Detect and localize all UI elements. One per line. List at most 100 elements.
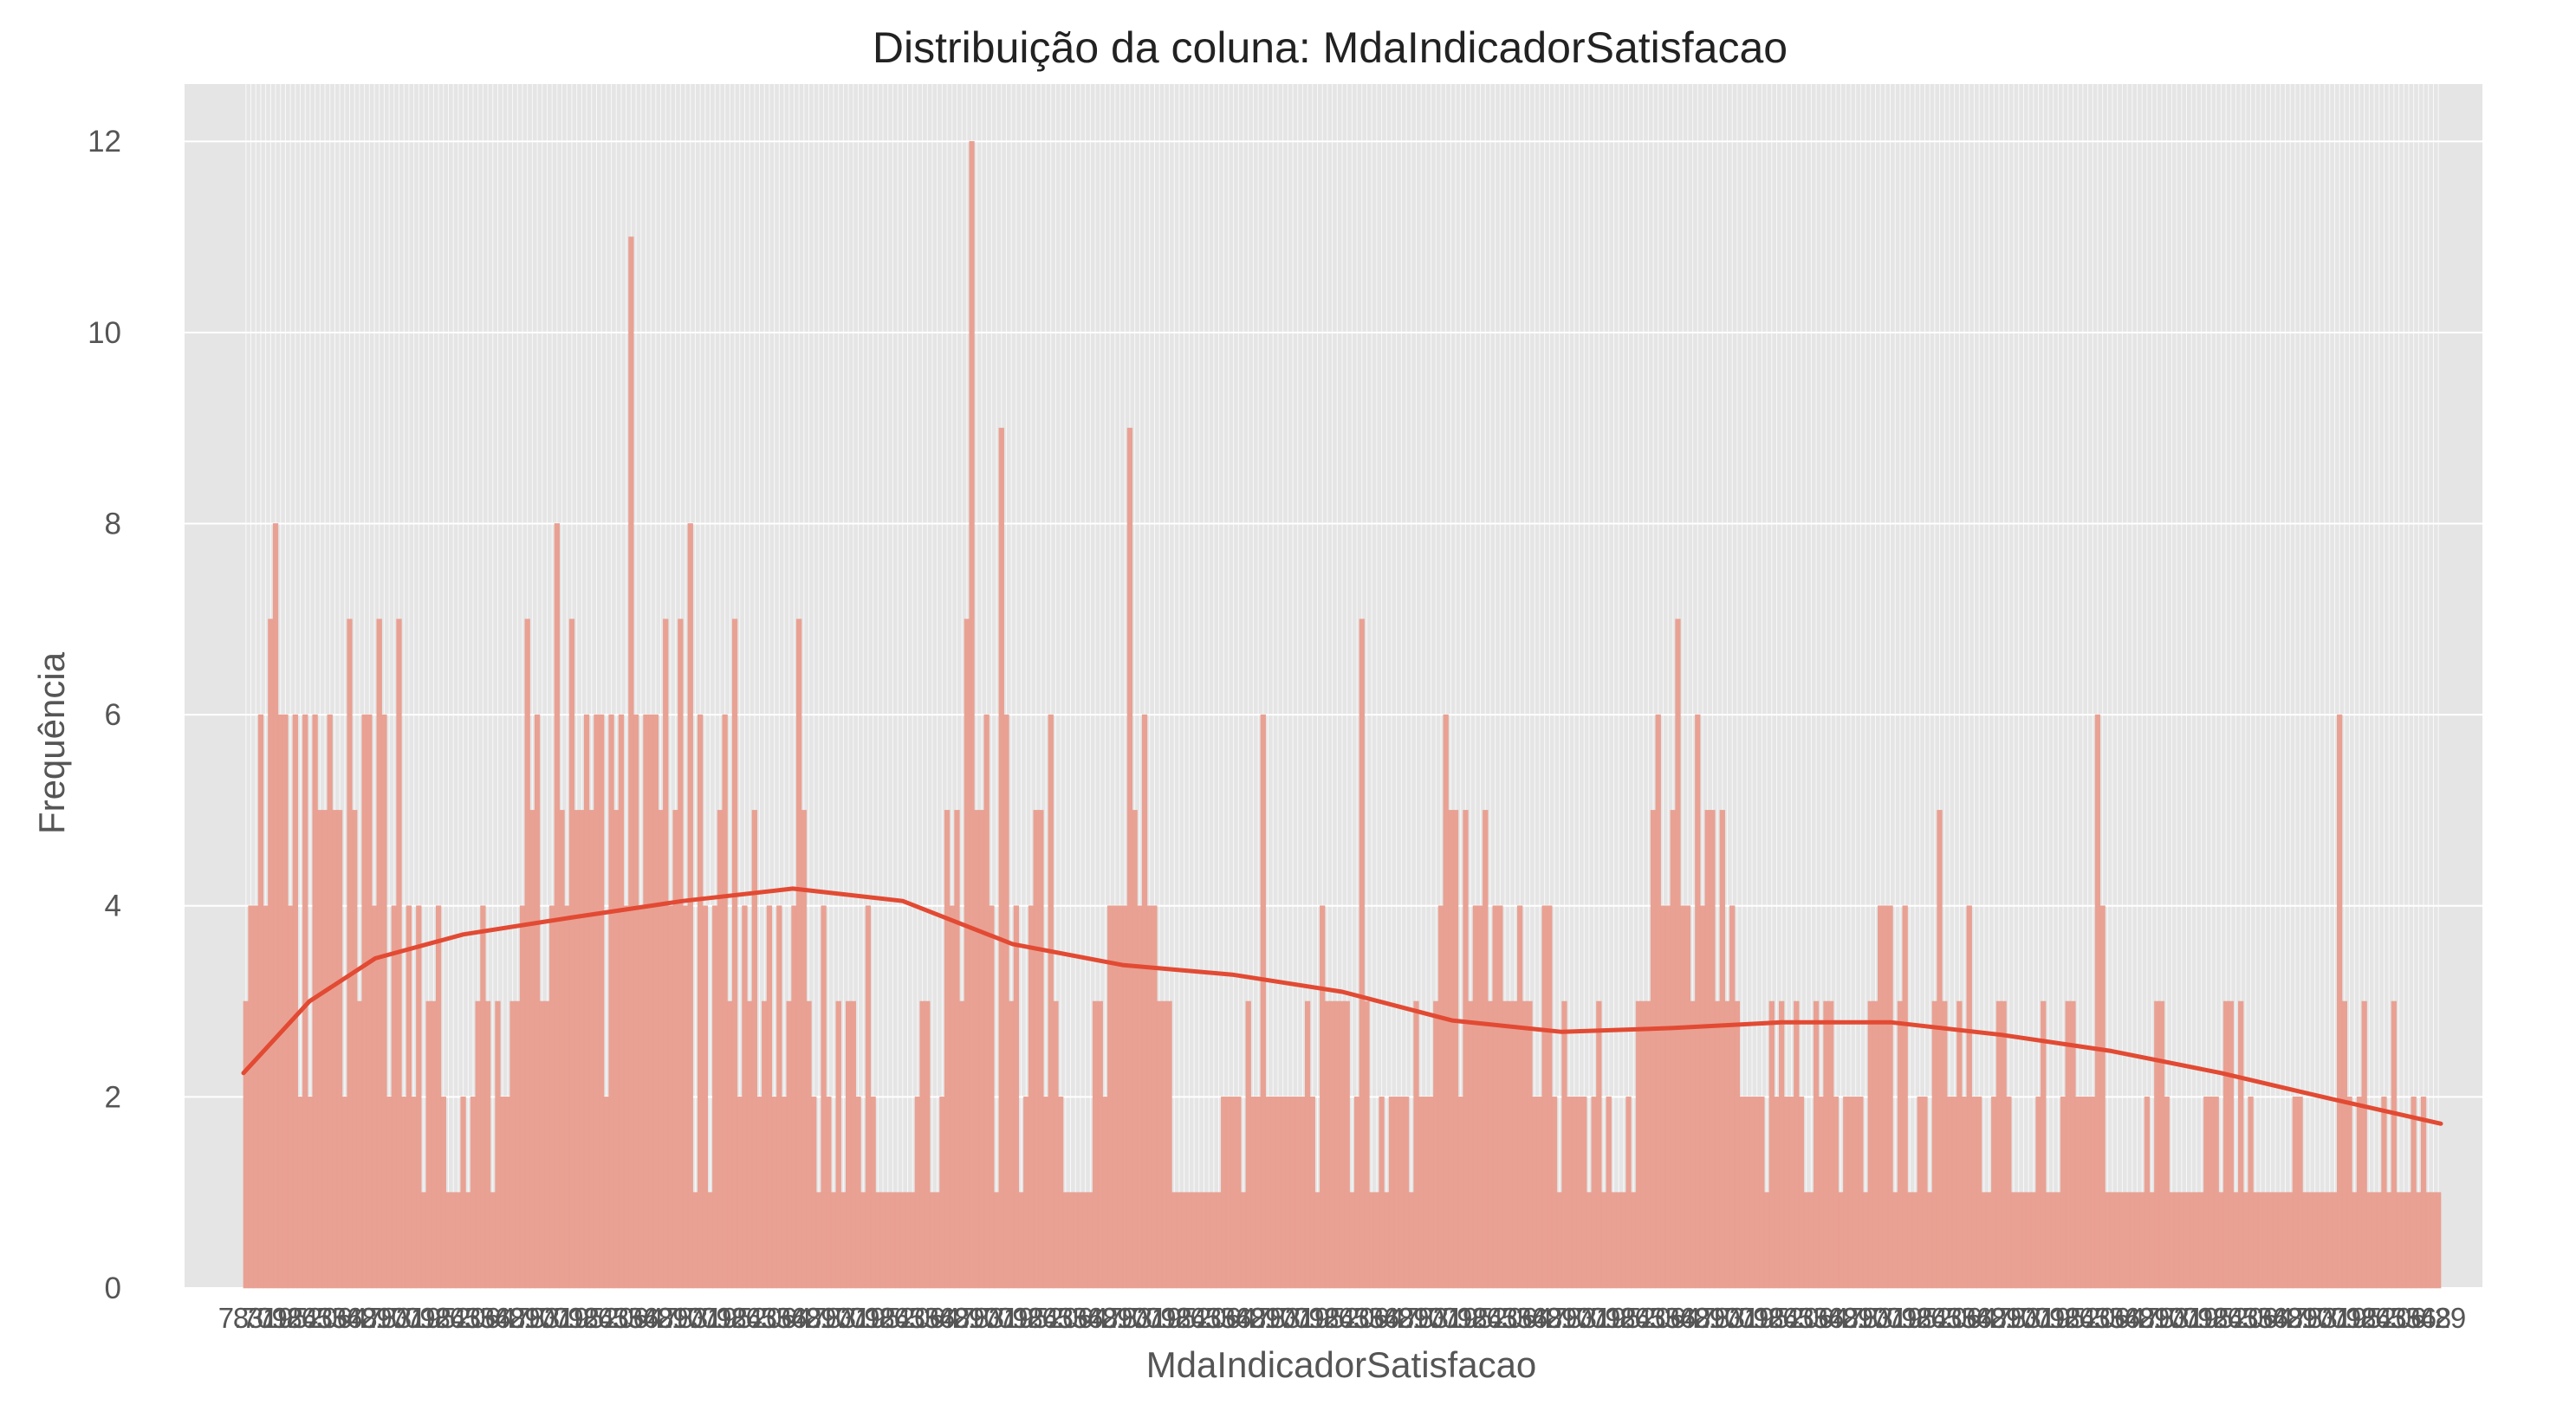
histogram-bar: [1433, 1000, 1439, 1289]
histogram-bar: [1882, 905, 1889, 1289]
histogram-bar: [1126, 427, 1133, 1289]
histogram-bar: [1028, 905, 1035, 1289]
histogram-bar: [2411, 1097, 2417, 1289]
histogram-bar: [2242, 1192, 2249, 1289]
histogram-bar: [2169, 1192, 2175, 1289]
histogram-bar: [707, 1192, 713, 1289]
histogram-bar: [1156, 1000, 1163, 1289]
histogram-bar: [1265, 1097, 1271, 1289]
histogram-bar: [835, 1000, 841, 1289]
x-tick-label: 8.01: [826, 1302, 881, 1334]
histogram-bar: [1240, 1192, 1247, 1289]
histogram-bar: [830, 1192, 837, 1289]
histogram-bar: [1003, 714, 1009, 1289]
histogram-bar: [282, 714, 289, 1289]
histogram-bar: [1823, 1000, 1829, 1289]
histogram-bar: [910, 1192, 916, 1289]
y-tick-label: 2: [105, 1080, 121, 1114]
histogram-bar: [2060, 1097, 2067, 1289]
histogram-bar: [1309, 1097, 1315, 1289]
x-tick-label: 6.29: [337, 1302, 393, 1334]
histogram-bar: [712, 905, 718, 1289]
histogram-bar: [2366, 1192, 2372, 1289]
x-tick-label: 4.10: [1833, 1302, 1888, 1334]
histogram-bar: [568, 618, 575, 1289]
histogram-bar: [1754, 1097, 1760, 1289]
histogram-bar: [2228, 1000, 2234, 1289]
histogram-bar: [1058, 1097, 1064, 1289]
histogram-bar: [2149, 1192, 2155, 1289]
histogram-bar: [2248, 1097, 2254, 1289]
histogram-bar: [1591, 1097, 1597, 1289]
histogram-bar: [1774, 1097, 1780, 1289]
x-axis-label: MdaIndicadorSatisfacao: [1146, 1344, 1537, 1385]
x-tick-label: 9.63: [2055, 1302, 2111, 1334]
x-tick-label: 3.92: [396, 1302, 451, 1334]
histogram-bar: [2085, 1097, 2091, 1289]
histogram-bar: [1536, 1097, 1543, 1289]
histogram-bar: [1946, 1097, 1953, 1289]
x-tick-label: 1.84: [1152, 1302, 1207, 1334]
histogram-bar: [1951, 1097, 1957, 1289]
x-tick-label: 0.48: [1803, 1302, 1859, 1334]
histogram-bar: [954, 810, 960, 1289]
x-tick-label: 5.55: [736, 1302, 792, 1334]
histogram-bar: [2015, 1192, 2021, 1289]
histogram-bar: [623, 905, 629, 1289]
x-tick-label: 7.77: [663, 1302, 718, 1334]
histogram-bar: [1141, 714, 1148, 1289]
histogram-bar: [786, 1000, 792, 1289]
x-tick-label: 1.84: [1892, 1302, 1948, 1334]
histogram-bar: [2208, 1097, 2215, 1289]
histogram-bar: [2105, 1192, 2111, 1289]
histogram-bar: [1522, 1000, 1528, 1289]
histogram-bar: [1798, 1097, 1805, 1289]
histogram-bar: [1907, 1192, 1913, 1289]
x-tick-label: 2.36: [2381, 1302, 2436, 1334]
histogram-bar: [974, 810, 980, 1289]
histogram-bar: [776, 905, 782, 1289]
histogram-bar: [588, 810, 594, 1289]
histogram-bar: [504, 1097, 511, 1289]
histogram-bar: [2292, 1097, 2299, 1289]
histogram-bar: [1260, 714, 1266, 1289]
histogram-bar: [2021, 1192, 2027, 1289]
x-tick-label: 5.55: [440, 1302, 496, 1334]
histogram-bar: [801, 810, 807, 1289]
x-tick-label: 6.29: [1373, 1302, 1429, 1334]
x-tick-label: 0.48: [914, 1302, 970, 1334]
histogram-bar: [336, 810, 343, 1289]
x-tick-label: 2.36: [2085, 1302, 2140, 1334]
histogram-bar: [1838, 1192, 1844, 1289]
histogram-bar: [1664, 905, 1671, 1289]
histogram-bar: [1541, 905, 1548, 1289]
histogram-bar: [964, 618, 970, 1289]
histogram-bar: [736, 1097, 743, 1289]
x-tick-label: 2.36: [455, 1302, 510, 1334]
histogram-bar: [925, 1000, 931, 1289]
histogram-bar: [1230, 1097, 1236, 1289]
histogram-bar: [371, 905, 378, 1289]
histogram-bar: [1048, 714, 1054, 1289]
histogram-bar: [643, 714, 649, 1289]
histogram-bar: [2119, 1192, 2125, 1289]
x-tick-label: 3.92: [2026, 1302, 2081, 1334]
histogram-bar: [361, 714, 367, 1289]
histogram-bar: [766, 905, 773, 1289]
histogram-bar: [603, 1097, 610, 1289]
x-tick-label: 8.01: [2158, 1302, 2214, 1334]
histogram-bar: [1423, 1097, 1430, 1289]
histogram-bar: [1922, 1097, 1928, 1289]
histogram-bar: [1388, 1097, 1395, 1289]
histogram-bar: [1937, 810, 1943, 1289]
y-tick-label: 6: [105, 698, 121, 732]
histogram-bar: [2405, 1192, 2412, 1289]
histogram-bar: [2183, 1192, 2190, 1289]
histogram-bar: [1788, 1097, 1794, 1289]
histogram-bar: [1477, 905, 1483, 1289]
histogram-bar: [292, 714, 298, 1289]
histogram-bar: [2307, 1192, 2313, 1289]
x-tick-label: 9.63: [425, 1302, 481, 1334]
x-tick-label: 3.92: [1878, 1302, 1933, 1334]
x-tick-label: 1.84: [559, 1302, 614, 1334]
